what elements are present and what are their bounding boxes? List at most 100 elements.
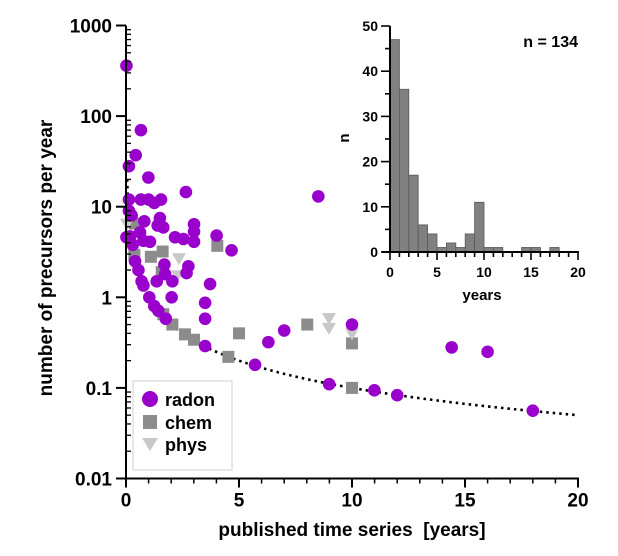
radon-point — [166, 275, 179, 288]
x-tick-label: 20 — [567, 491, 588, 512]
radon-point — [390, 388, 404, 402]
radon-point — [134, 123, 148, 137]
radon-point — [445, 341, 458, 354]
histogram-bar — [474, 201, 485, 253]
inset-x-tick-label: 5 — [433, 264, 441, 280]
chem-point — [211, 239, 224, 252]
y-tick-label: 1000 — [70, 17, 112, 38]
inset-x-tick-label: 10 — [476, 264, 492, 280]
inset-x-tick-label: 20 — [570, 264, 586, 280]
inset-y-tick-label: 20 — [362, 154, 378, 170]
chem-point — [346, 337, 358, 350]
fit-curve-group — [125, 179, 579, 417]
inset-axes: 0 10 20 30 40 50 0 5 10 15 20 — [362, 18, 586, 280]
radon-point — [225, 244, 238, 257]
radon-point — [368, 384, 381, 397]
chem-point — [178, 328, 191, 341]
radon-point — [526, 404, 540, 418]
y-tick-label: 0.1 — [86, 379, 113, 400]
y-axis-title: number of precursors per year — [36, 119, 57, 396]
radon-point — [322, 377, 336, 391]
y-tick-label: 100 — [80, 107, 112, 128]
radon-point — [210, 229, 223, 242]
histogram-bar — [417, 224, 429, 253]
radon-point — [156, 221, 170, 234]
radon-point — [179, 185, 193, 199]
inset-title: n = 134 — [523, 34, 578, 51]
x-tick-label: 5 — [234, 491, 245, 512]
radon-point — [198, 339, 212, 353]
histogram-bars-group — [389, 39, 560, 253]
chem-point — [233, 327, 245, 340]
radon-point — [248, 358, 262, 372]
histogram-bar — [427, 233, 438, 253]
radon-point — [152, 304, 165, 318]
radon-point — [126, 238, 140, 252]
radon-point — [125, 209, 138, 222]
radon-point — [122, 159, 136, 173]
legend-chem-marker — [143, 415, 157, 429]
histogram-bar — [408, 174, 419, 253]
x-tick-label: 10 — [341, 491, 362, 512]
inset-y-tick-label: 0 — [370, 244, 378, 260]
inset-y-axis-title: n — [336, 133, 353, 142]
inset-y-tick-label: 40 — [362, 63, 378, 79]
radon-point — [262, 335, 275, 349]
radon-point — [150, 275, 164, 288]
legend-phys-marker — [142, 438, 158, 451]
chem-point — [222, 350, 235, 363]
legend-phys-label: phys — [165, 435, 207, 455]
legend-entry-radon: radon — [142, 390, 215, 410]
legend-radon-marker — [142, 391, 158, 407]
inset-y-tick-label: 50 — [362, 18, 378, 34]
x-tick-label: 0 — [121, 491, 132, 512]
radon-point — [138, 215, 151, 228]
radon-point — [198, 312, 212, 326]
phys-point — [321, 313, 336, 326]
radon-point — [203, 277, 217, 291]
legend-entry-chem: chem — [143, 413, 212, 433]
chem-point — [301, 318, 314, 331]
radon-point — [137, 279, 150, 292]
inset-x-tick-label: 15 — [523, 264, 539, 280]
radon-point — [165, 291, 178, 304]
inset-x-axis-title: years — [462, 287, 501, 304]
chem-point — [156, 245, 169, 258]
histogram-bar — [464, 233, 476, 253]
legend-entry-phys: phys — [142, 435, 207, 455]
radon-point — [481, 345, 494, 359]
fit-curve — [125, 179, 579, 417]
inset-histogram: 0 10 20 30 40 50 0 5 10 15 20 n = 134 years n — [336, 18, 586, 304]
inset-y-tick-label: 10 — [362, 199, 378, 215]
radon-point — [187, 235, 201, 249]
radon-point — [143, 235, 157, 249]
chem-point — [346, 381, 358, 394]
y-tick-label: 0.01 — [75, 470, 112, 491]
radon-point — [154, 193, 168, 206]
histogram-bar — [389, 39, 400, 253]
radon-point — [132, 263, 145, 277]
y-tick-label: 1 — [101, 288, 112, 309]
radon-point — [129, 148, 143, 162]
phys-point — [171, 253, 186, 266]
chem-point — [188, 333, 201, 346]
chem-point — [144, 250, 157, 263]
inset-y-tick-label: 30 — [362, 108, 378, 124]
radon-point — [142, 171, 155, 184]
radon-point — [122, 193, 136, 206]
radon-point — [312, 190, 325, 203]
radon-point — [158, 258, 171, 271]
radon-point — [177, 232, 190, 246]
histogram-bar — [398, 88, 410, 253]
y-tick-label: 10 — [91, 198, 112, 219]
legend: radon chem phys — [132, 380, 233, 471]
radon-point — [180, 266, 193, 280]
radon-point — [277, 324, 291, 337]
radon-point — [159, 312, 173, 326]
radon-point — [198, 296, 212, 310]
radon-point — [345, 318, 359, 331]
x-tick-label: 15 — [454, 491, 476, 512]
legend-chem-label: chem — [165, 413, 212, 433]
